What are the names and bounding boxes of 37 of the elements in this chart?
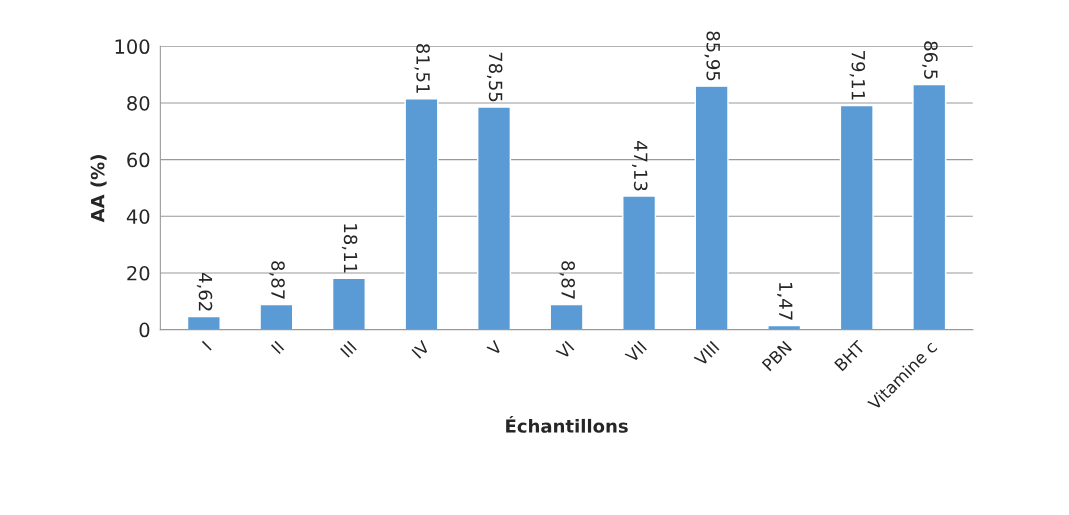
data-label: 1,47 (777, 282, 793, 320)
data-label: 86,5 (922, 41, 938, 79)
x-tick-label: I (201, 340, 212, 351)
x-tick-label: VI (555, 340, 575, 360)
y-tick-label: 40 (126, 209, 150, 224)
y-axis-title: AA (%) (90, 155, 107, 223)
data-label: 8,87 (559, 261, 575, 299)
bar (622, 195, 657, 330)
data-label: 4,62 (196, 272, 213, 311)
x-tick-label: IV (411, 339, 431, 359)
data-label: 81,51 (414, 44, 430, 93)
bar (331, 277, 366, 330)
bar (549, 303, 584, 330)
bar (404, 98, 439, 330)
bar (186, 315, 221, 330)
x-tick-label: II (270, 340, 285, 355)
x-tick-label: VIII (693, 340, 720, 367)
y-tick-label: 20 (127, 265, 150, 281)
y-tick-label: 100 (115, 39, 150, 55)
data-label: 8,87 (269, 261, 285, 299)
y-tick-label: 80 (127, 95, 150, 111)
data-label: 47,13 (632, 141, 648, 191)
y-tick-label: 60 (127, 152, 150, 168)
bar (839, 104, 874, 330)
x-axis-title: Échantillons (506, 415, 628, 433)
x-tick-label: VII (624, 340, 647, 364)
y-tick-label: 0 (139, 322, 150, 338)
data-label: 18,11 (341, 224, 358, 273)
bar (694, 85, 729, 330)
x-tick-label: V (486, 339, 503, 357)
x-tick-label: III (340, 340, 357, 358)
data-label: 85,95 (704, 31, 721, 81)
data-label: 79,11 (849, 51, 866, 100)
bar (259, 303, 294, 330)
data-label: 78,55 (486, 52, 503, 102)
bar (477, 106, 512, 330)
bar (912, 83, 947, 330)
